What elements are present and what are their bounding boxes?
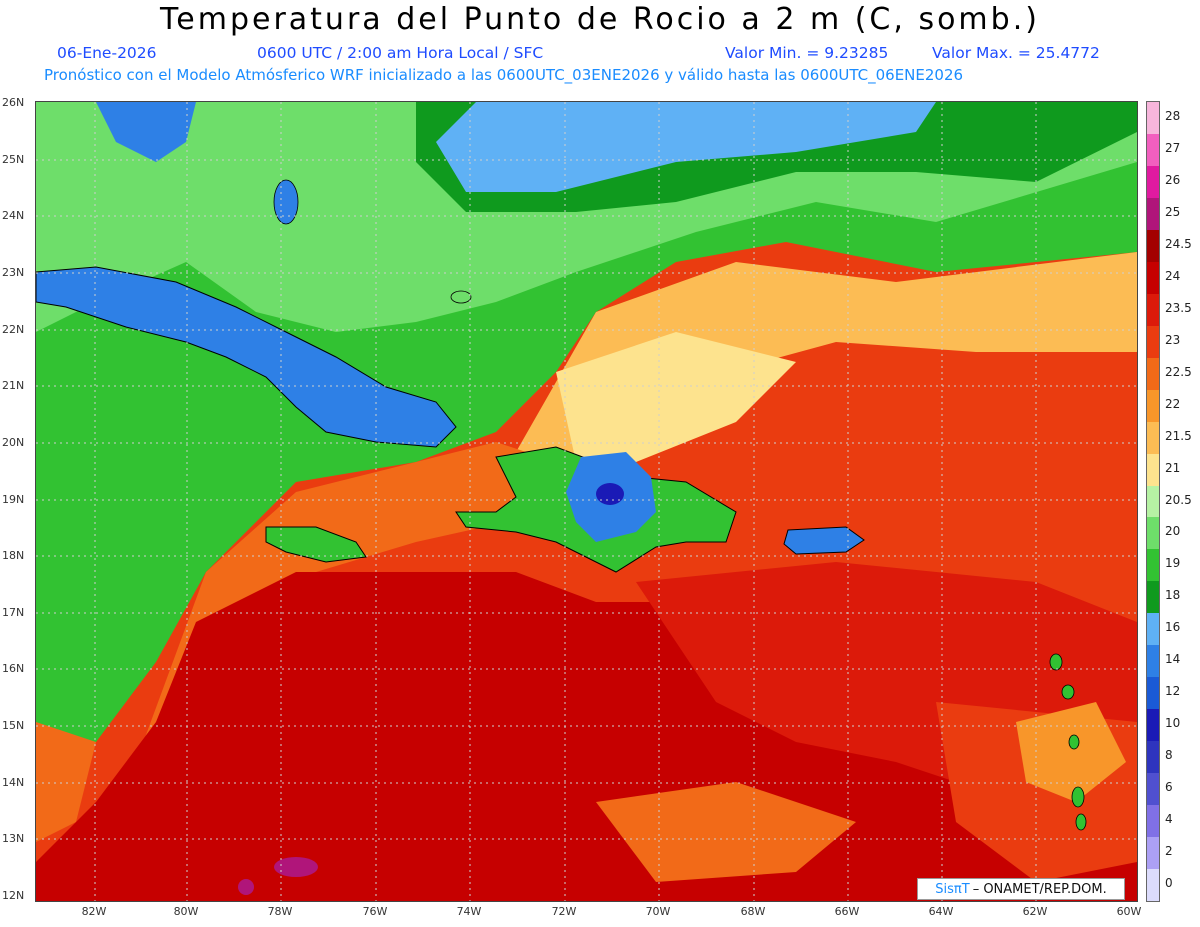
colorbar-segment: [1147, 549, 1159, 582]
lat-label: 20N: [2, 436, 25, 449]
colorbar-label: 18: [1165, 588, 1181, 603]
lat-label: 22N: [2, 323, 25, 336]
lat-label: 12N: [2, 889, 25, 902]
lon-label: 80W: [173, 905, 199, 918]
lat-label: 18N: [2, 549, 25, 562]
lat-label: 16N: [2, 662, 25, 675]
colorbar-label: 24: [1165, 268, 1181, 283]
lon-label: 72W: [551, 905, 577, 918]
colorbar-segment: [1147, 133, 1159, 167]
colorbar-segment: [1147, 869, 1159, 902]
map-title: Temperatura del Punto de Rocio a 2 m (C,…: [160, 2, 1040, 37]
colorbar-label: 20.5: [1165, 492, 1192, 507]
colorbar-label: 21: [1165, 460, 1181, 475]
forecast-date: 06-Ene-2026: [57, 44, 157, 62]
lat-label: 13N: [2, 832, 25, 845]
credit-brand: SisπT: [935, 881, 970, 897]
lat-label: 21N: [2, 379, 25, 392]
lon-label: 64W: [928, 905, 954, 918]
value-min: Valor Min. = 9.23285: [725, 44, 889, 62]
lat-label: 17N: [2, 606, 25, 619]
lat-label: 23N: [2, 266, 25, 279]
colorbar-segment: [1147, 293, 1159, 327]
colorbar-label: 25: [1165, 204, 1181, 219]
colorbar-segment: [1147, 837, 1159, 870]
colorbar-label: 2: [1165, 844, 1173, 859]
colorbar-label: 12: [1165, 684, 1181, 699]
colorbar-label: 14: [1165, 652, 1181, 667]
colorbar-segment: [1147, 709, 1159, 742]
colorbar-segment: [1147, 645, 1159, 678]
lon-label: 68W: [740, 905, 766, 918]
colorbar-segment: [1147, 485, 1159, 518]
colorbar-label: 22: [1165, 396, 1181, 411]
lon-label: 76W: [362, 905, 388, 918]
lon-label: 78W: [267, 905, 293, 918]
lat-label: 15N: [2, 719, 25, 732]
lon-label: 60W: [1116, 905, 1142, 918]
dewpoint-field: [36, 102, 1137, 901]
model-info: Pronóstico con el Modelo Atmósferico WRF…: [44, 66, 964, 84]
colorbar-label: 23.5: [1165, 300, 1192, 315]
colorbar-label: 27: [1165, 140, 1181, 155]
colorbar-segment: [1147, 613, 1159, 646]
colorbar-segment: [1147, 421, 1159, 455]
colorbar-segment: [1147, 197, 1159, 231]
colorbar-segment: [1147, 453, 1159, 486]
lon-label: 62W: [1022, 905, 1048, 918]
lat-label: 14N: [2, 776, 25, 789]
colorbar-segment: [1147, 581, 1159, 614]
lon-label: 74W: [456, 905, 482, 918]
credit-box: SisπT – ONAMET/REP.DOM.: [917, 878, 1125, 900]
colorbar-label: 23: [1165, 332, 1181, 347]
colorbar-segment: [1147, 102, 1159, 135]
colorbar-segment: [1147, 229, 1159, 263]
colorbar-segment: [1147, 357, 1159, 391]
colorbar-label: 20: [1165, 524, 1181, 539]
colorbar-label: 21.5: [1165, 428, 1192, 443]
dewpoint-map: [35, 101, 1138, 902]
colorbar-segment: [1147, 325, 1159, 359]
lat-label: 26N: [2, 96, 25, 109]
time-info: 0600 UTC / 2:00 am Hora Local / SFC: [257, 44, 544, 62]
colorbar-label: 6: [1165, 780, 1173, 795]
lon-label: 66W: [834, 905, 860, 918]
colorbar-segment: [1147, 805, 1159, 838]
colorbar-label: 4: [1165, 812, 1173, 827]
colorbar-label: 22.5: [1165, 364, 1192, 379]
colorbar-label: 24.5: [1165, 236, 1192, 251]
colorbar-segment: [1147, 677, 1159, 710]
colorbar-segment: [1147, 773, 1159, 806]
colorbar-label: 26: [1165, 172, 1181, 187]
colorbar-segment: [1147, 517, 1159, 550]
colorbar-label: 10: [1165, 716, 1181, 731]
value-max: Valor Max. = 25.4772: [932, 44, 1100, 62]
colorbar-label: 16: [1165, 620, 1181, 635]
colorbar-segment: [1147, 389, 1159, 423]
lon-label: 70W: [645, 905, 671, 918]
lat-label: 24N: [2, 209, 25, 222]
colorbar-label: 0: [1165, 876, 1173, 891]
colorbar-label: 28: [1165, 108, 1181, 123]
colorbar-label: 19: [1165, 556, 1181, 571]
lat-label: 19N: [2, 493, 25, 506]
lon-label: 82W: [81, 905, 107, 918]
credit-org: – ONAMET/REP.DOM.: [972, 881, 1107, 897]
colorbar: [1146, 101, 1160, 902]
colorbar-segment: [1147, 165, 1159, 199]
colorbar-segment: [1147, 261, 1159, 295]
lat-label: 25N: [2, 153, 25, 166]
colorbar-segment: [1147, 741, 1159, 774]
colorbar-label: 8: [1165, 748, 1173, 763]
